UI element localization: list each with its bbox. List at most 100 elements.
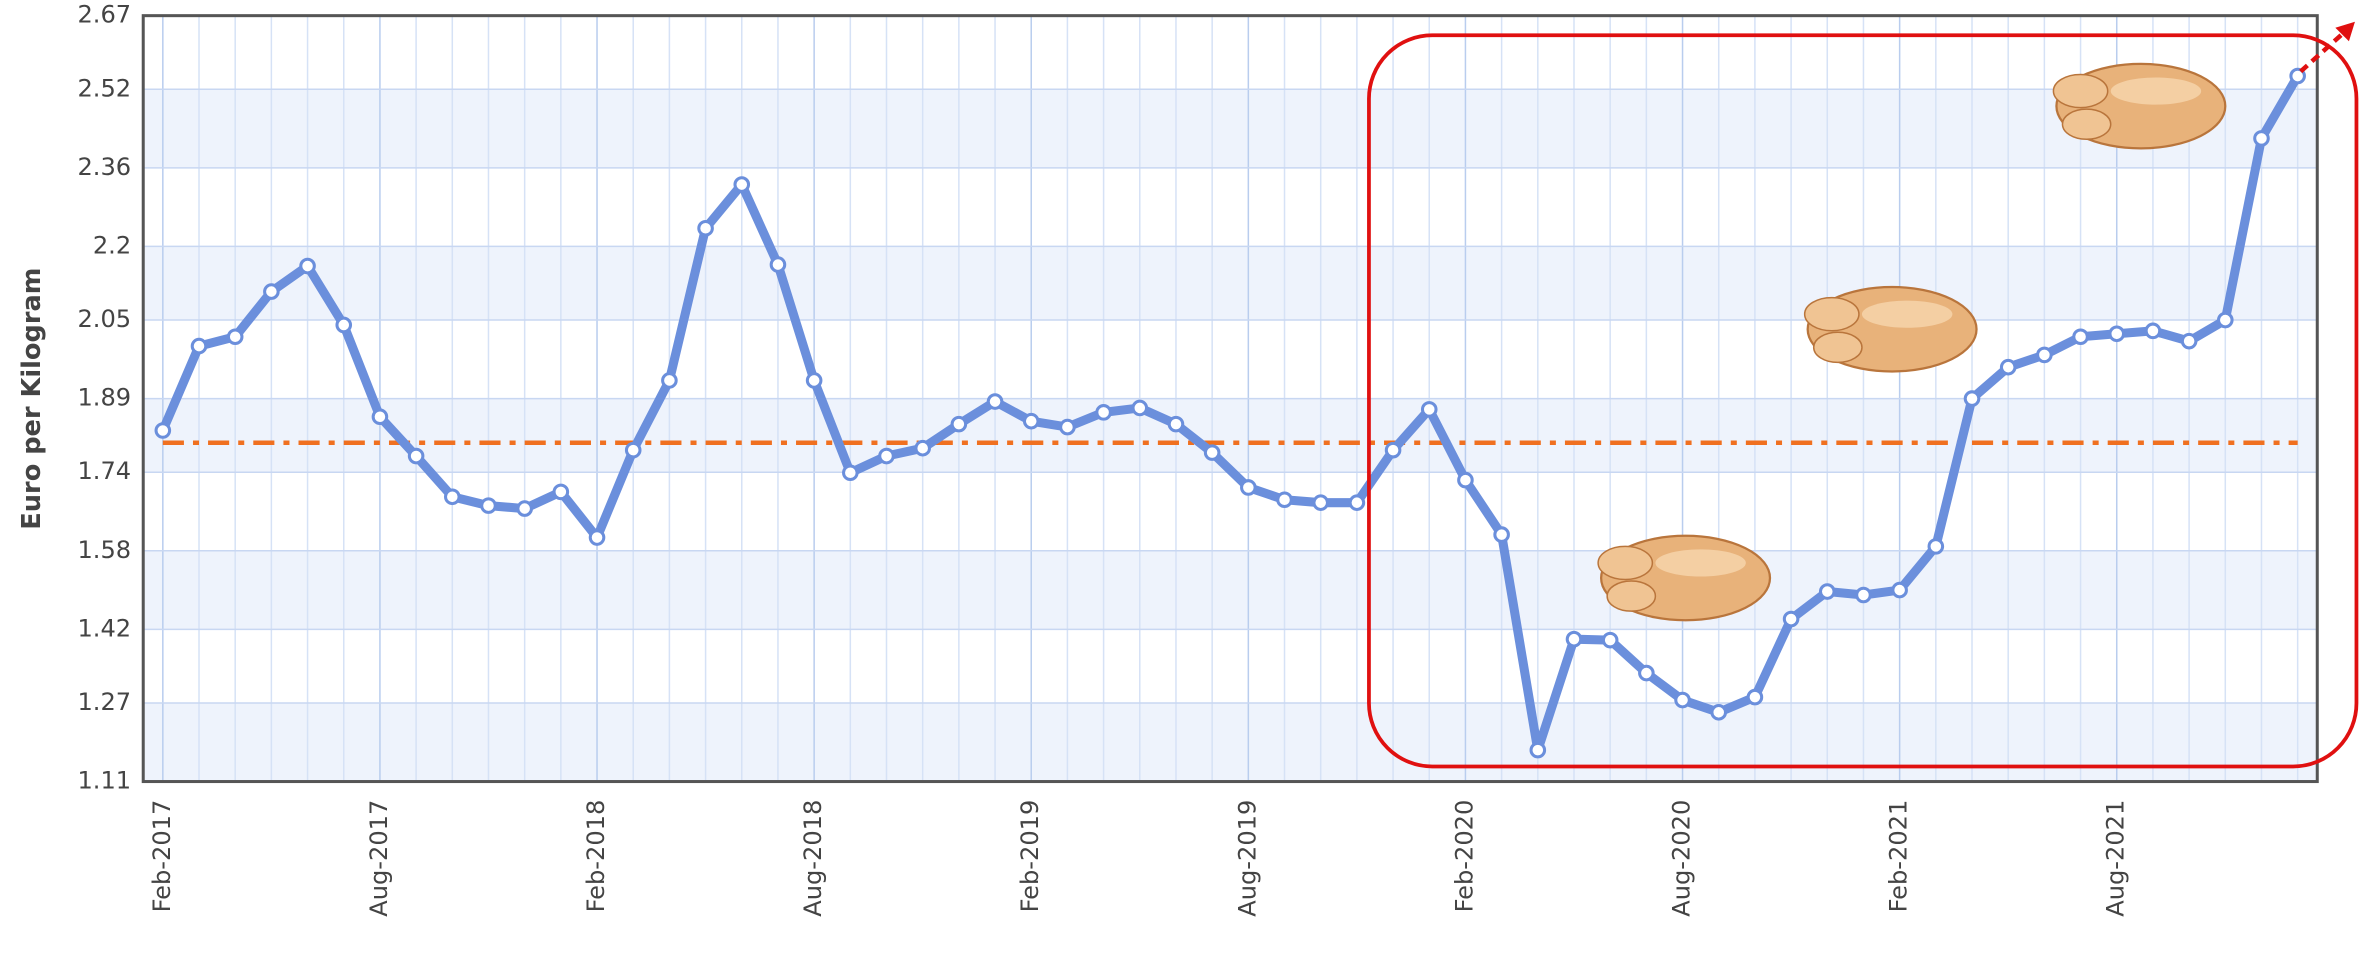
chicken-icon — [1597, 534, 1772, 622]
grid-band — [143, 398, 2318, 473]
data-point — [1565, 630, 1583, 648]
data-point — [2217, 311, 2234, 329]
data-point — [1746, 688, 1764, 706]
data-point — [1818, 583, 1836, 600]
data-point — [444, 488, 461, 506]
data-point — [1963, 390, 1981, 407]
data-point — [733, 176, 751, 193]
data-point — [2072, 328, 2089, 346]
y-axis-label: Euro per Kilogram — [17, 268, 47, 530]
data-point — [1384, 441, 1402, 459]
data-point — [480, 497, 497, 514]
plot-frame — [141, 14, 2319, 784]
x-tick-label: Aug-2020 — [1668, 800, 1696, 917]
chicken-highlight — [1655, 549, 1746, 577]
y-tick-label: 1.74 — [77, 457, 131, 485]
x-tick-label: Feb-2021 — [1885, 800, 1913, 913]
data-point — [1782, 610, 1800, 628]
data-point — [335, 316, 353, 334]
data-point — [1493, 526, 1510, 543]
data-point — [1022, 412, 1040, 430]
data-point — [878, 447, 895, 465]
data-point — [2289, 67, 2306, 85]
y-tick-label: 1.11 — [77, 767, 131, 795]
x-tick-label: Feb-2018 — [582, 800, 610, 913]
data-point — [1601, 631, 1619, 649]
chicken-icon — [1803, 285, 1978, 373]
y-tick-label: 2.67 — [77, 1, 131, 29]
data-point — [299, 257, 316, 275]
y-tick-label: 1.27 — [77, 688, 131, 716]
data-point — [1855, 586, 1872, 604]
data-point — [2144, 322, 2162, 340]
data-point — [552, 483, 570, 501]
data-point — [1529, 741, 1547, 759]
data-point — [1059, 418, 1076, 436]
data-point — [697, 219, 714, 237]
x-tick-label: Aug-2018 — [799, 800, 827, 917]
y-tick-label: 2.05 — [77, 305, 131, 333]
data-point — [769, 256, 787, 273]
data-point — [2180, 332, 2198, 350]
chicken-highlight — [1861, 300, 1953, 328]
chicken-leg — [1597, 545, 1654, 581]
x-tick-label: Feb-2017 — [148, 800, 176, 913]
data-point — [226, 328, 244, 346]
chicken-leg — [1812, 331, 1863, 364]
data-point — [516, 500, 533, 517]
data-point — [950, 415, 968, 433]
trend-arrow — [2299, 29, 2348, 74]
data-point — [2108, 325, 2126, 343]
data-point — [1348, 494, 1366, 511]
data-point — [588, 529, 606, 546]
data-point — [1203, 444, 1221, 461]
chicken-leg — [2052, 73, 2109, 109]
data-point — [1457, 471, 1474, 489]
data-point — [407, 447, 425, 465]
trend-arrow-head — [2335, 21, 2355, 42]
data-point — [1891, 581, 1908, 599]
data-point — [1167, 415, 1185, 433]
data-point — [1131, 399, 1149, 417]
data-point — [1674, 691, 1691, 709]
data-point — [842, 464, 859, 482]
x-tick-label: Aug-2017 — [365, 800, 393, 917]
data-point — [190, 337, 208, 355]
data-point — [1312, 494, 1329, 511]
grid-band — [143, 89, 2318, 168]
x-tick-label: Aug-2021 — [2102, 800, 2130, 917]
data-point — [2036, 346, 2053, 364]
data-point — [1240, 479, 1257, 496]
chicken-leg — [1606, 580, 1657, 612]
data-point — [154, 422, 172, 439]
chicken-leg — [1803, 296, 1860, 332]
chicken-icon — [2052, 62, 2227, 150]
chicken-leg — [2061, 108, 2112, 141]
x-tick-label: Feb-2020 — [1450, 800, 1478, 913]
data-point — [986, 393, 1004, 410]
grid-band — [143, 702, 2318, 782]
grid-band — [143, 246, 2318, 321]
y-tick-label: 1.58 — [77, 536, 131, 564]
data-point — [1999, 358, 2017, 376]
x-tick-label: Aug-2019 — [1233, 800, 1261, 917]
data-point — [914, 439, 931, 457]
grid-band — [143, 550, 2318, 630]
data-point — [661, 372, 678, 389]
highlight-box — [1367, 33, 2359, 769]
data-point — [624, 441, 642, 459]
data-point — [371, 408, 389, 426]
y-tick-label: 1.42 — [77, 614, 131, 642]
data-point — [805, 372, 823, 389]
data-point — [1710, 704, 1728, 721]
data-point — [1638, 664, 1655, 682]
data-point — [1276, 491, 1293, 509]
y-tick-label: 2.2 — [93, 231, 131, 259]
x-tick-label: Feb-2019 — [1016, 800, 1044, 913]
data-point — [1420, 401, 1438, 418]
data-point — [263, 283, 280, 300]
data-point — [1927, 538, 1945, 555]
chicken-highlight — [2110, 77, 2202, 105]
data-point — [2253, 130, 2270, 147]
